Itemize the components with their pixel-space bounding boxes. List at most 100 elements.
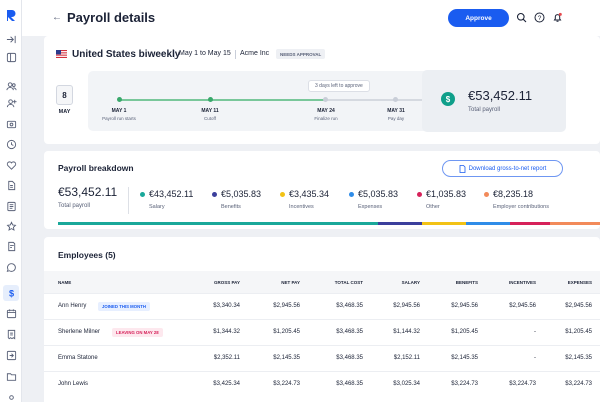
milestone-label: Cutoff	[204, 116, 216, 121]
star-icon[interactable]	[5, 220, 17, 232]
chat-icon[interactable]	[5, 261, 17, 273]
folder-icon[interactable]	[5, 370, 17, 382]
legend-dot	[417, 191, 422, 197]
total-cost: $3,468.35	[336, 381, 363, 387]
divider	[174, 50, 175, 59]
document-icon	[459, 164, 466, 173]
breakdown-bar-other	[510, 222, 550, 225]
column-header-net-pay[interactable]: NET PAY	[281, 280, 300, 285]
breakdown-bar-expenses	[466, 222, 510, 225]
column-header-incentives[interactable]: INCENTIVES	[508, 280, 536, 285]
milestone-date: MAY 11	[201, 108, 219, 114]
category-label: Expenses	[358, 204, 383, 210]
employee-name[interactable]: Emma Statone	[58, 355, 98, 361]
divider	[235, 50, 236, 59]
people-icon[interactable]	[5, 80, 17, 92]
receipt-icon[interactable]	[5, 328, 17, 340]
logo-icon[interactable]	[5, 9, 17, 22]
category-employer-contributions: €8,235.18 Employer contributions	[484, 189, 549, 210]
column-header-name[interactable]: NAME	[58, 280, 72, 285]
svg-text:$: $	[8, 288, 13, 298]
payroll-timeline: 3 days left to approve MAY 1 Payroll run…	[88, 71, 460, 131]
back-arrow-icon[interactable]: ←	[52, 12, 62, 23]
category-amount: €8,235.18	[493, 189, 534, 199]
total-cost: $3,468.35	[336, 355, 363, 361]
category-label: Incentives	[289, 204, 314, 210]
column-header-gross-pay[interactable]: GROSS PAY	[213, 280, 240, 285]
payroll-icon[interactable]: $	[3, 285, 19, 301]
calendar-icon[interactable]	[5, 307, 17, 319]
page-title: Payroll details	[67, 10, 156, 25]
category-amount: €3,435.34	[289, 189, 330, 199]
svg-text:?: ?	[538, 15, 542, 22]
file-edit-icon[interactable]	[5, 240, 17, 252]
milestone-label: Finalize run	[314, 116, 338, 121]
category-label: Other	[426, 204, 440, 210]
search-icon[interactable]	[516, 12, 527, 23]
timeline-remaining	[326, 99, 440, 101]
id-card-icon[interactable]	[5, 118, 17, 130]
company-name: Acme Inc	[240, 50, 270, 57]
category-label: Salary	[149, 204, 165, 210]
top-header: ← Payroll details Approve ?	[22, 0, 600, 36]
category-incentives: €3,435.34 Incentives	[280, 189, 329, 210]
status-badge: LEAVING ON MAY 28	[112, 328, 163, 337]
milestone-dot	[393, 97, 398, 102]
column-header-salary[interactable]: SALARY	[401, 280, 420, 285]
table-row[interactable]: Ann Henry JOINED THIS MONTH $3,340.34 $2…	[44, 293, 600, 319]
timeline-tooltip: 3 days left to approve	[308, 80, 370, 92]
incentives: -	[534, 329, 536, 335]
list-icon[interactable]	[5, 200, 17, 212]
milestone-date: MAY 24	[317, 108, 335, 114]
incentives: -	[534, 355, 536, 361]
salary: $2,152.11	[393, 355, 420, 361]
milestone-dot	[323, 97, 328, 102]
column-header-total-cost[interactable]: TOTAL COST	[334, 280, 363, 285]
benefits: $2,945.56	[451, 303, 478, 309]
net-pay: $3,224.73	[273, 381, 300, 387]
calendar-date: 8	[56, 85, 73, 105]
clock-icon[interactable]	[5, 138, 17, 150]
settings-icon[interactable]	[5, 391, 17, 402]
incentives: $2,945.56	[509, 303, 536, 309]
benefits: $3,224.73	[451, 381, 478, 387]
legend-dot	[280, 191, 285, 197]
panel-icon[interactable]	[5, 51, 17, 63]
employee-name[interactable]: Ann Henry	[58, 303, 87, 309]
employee-name[interactable]: John Lewis	[58, 381, 89, 387]
expenses: $2,945.56	[565, 303, 592, 309]
download-report-label: Download gross-to-net report	[468, 165, 547, 172]
category-amount: €43,452.11	[149, 189, 194, 199]
table-row[interactable]: Emma Statone $2,352.11 $2,145.35 $3,468.…	[44, 345, 600, 371]
help-icon[interactable]: ?	[534, 12, 545, 23]
collapse-icon[interactable]	[5, 33, 17, 45]
breakdown-bar-benefits	[378, 222, 422, 225]
breakdown-bar-employer-contributions	[550, 222, 600, 225]
milestone-date: MAY 31	[387, 108, 405, 114]
employee-name[interactable]: Sherlene Milner	[58, 329, 101, 335]
milestone-label: Pay day	[387, 116, 405, 121]
table-row[interactable]: John Lewis $3,425.34 $3,224.73 $3,468.35…	[44, 371, 600, 397]
benefits: $2,145.35	[451, 355, 478, 361]
add-user-icon[interactable]	[5, 97, 17, 109]
gross-pay: $3,340.34	[213, 303, 240, 309]
payroll-summary-card: United States biweekly May 1 to May 15 A…	[44, 36, 600, 144]
document-icon[interactable]	[5, 179, 17, 191]
download-report-button[interactable]: Download gross-to-net report	[442, 160, 563, 177]
column-header-expenses[interactable]: EXPENSES	[567, 280, 592, 285]
expenses: $2,145.35	[565, 355, 592, 361]
column-header-benefits[interactable]: BENEFITS	[455, 280, 478, 285]
heart-icon[interactable]	[5, 159, 17, 171]
total-cost: $3,468.35	[336, 303, 363, 309]
status-badge: NEEDS APPROVAL	[276, 49, 326, 59]
calendar-month: MAY	[58, 109, 71, 115]
us-flag-icon	[56, 50, 67, 58]
breakdown-bar-incentives	[422, 222, 466, 225]
table-row[interactable]: Sherlene Milner LEAVING ON MAY 28 $1,344…	[44, 319, 600, 345]
employees-card: Employees (5) NAME GROSS PAY NET PAY TOT…	[44, 237, 600, 402]
salary: $3,025.34	[393, 381, 420, 387]
incentives: $3,224.73	[509, 381, 536, 387]
notification-bell-icon[interactable]	[552, 12, 563, 23]
approve-button[interactable]: Approve	[448, 9, 509, 27]
export-icon[interactable]	[5, 349, 17, 361]
